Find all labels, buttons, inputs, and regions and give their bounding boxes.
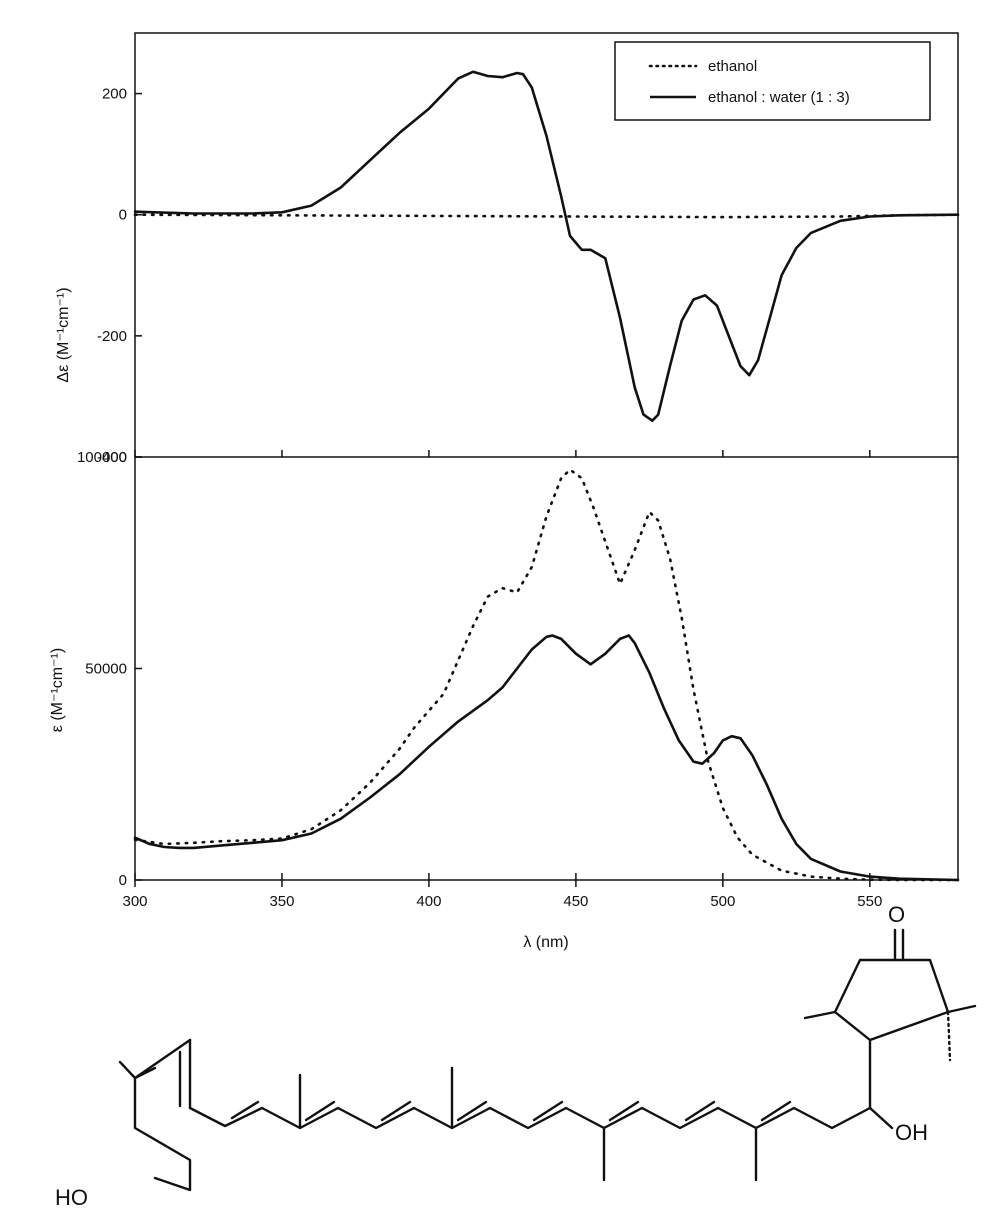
absorption-y-axis-label: ε (M⁻¹cm⁻¹) <box>49 648 66 732</box>
chemical-structure: O OH HO <box>55 902 977 1210</box>
x-tick-label: 450 <box>563 893 588 910</box>
cd-y-tick-label: -400 <box>97 449 127 466</box>
hydroxyl-label-right: OH <box>895 1120 928 1145</box>
absorption-series-ethanol-water-1-3 <box>133 634 960 882</box>
cd-panel: -400 -200 0 200 Δε (M⁻¹cm⁻¹) ethanol ethano… <box>55 41 960 466</box>
x-tick-label: 400 <box>416 893 441 910</box>
cd-series-ethanol-water-1-3 <box>133 70 960 422</box>
cd-series-group <box>133 70 960 422</box>
cd-y-tick-label: 200 <box>102 86 127 103</box>
x-tick-label: 500 <box>710 893 735 910</box>
ring-right-methyl-2 <box>946 1004 977 1014</box>
x-tick-label: 550 <box>857 893 882 910</box>
x-tick-label: 350 <box>269 893 294 910</box>
polyene-double-bond-3 <box>380 1100 412 1122</box>
ketone-oxygen-label: O <box>888 902 905 927</box>
absorption-series-group <box>133 468 960 882</box>
ring-left-gem-methyl-1 <box>118 1060 137 1080</box>
absorption-panel: 0 50000 100000 300 350 400 450 500 550 ε (M⁻¹cm… <box>49 449 960 951</box>
hydroxyl-label-left: HO <box>55 1185 88 1210</box>
x-tick-label: 300 <box>122 893 147 910</box>
polyene-double-bond-1 <box>230 1100 260 1120</box>
absorption-y-tick-label: 100000 <box>77 449 127 466</box>
absorption-y-tick-label: 50000 <box>85 661 127 678</box>
legend-label-ethanol: ethanol <box>708 58 757 75</box>
cd-y-tick-label: -200 <box>97 328 127 345</box>
polyene-double-bond-4 <box>456 1100 488 1122</box>
polyene-double-bond-8 <box>760 1100 792 1122</box>
absorption-y-ticks: 0 50000 100000 <box>77 449 871 889</box>
cd-series-ethanol <box>133 213 960 219</box>
cd-y-tick-label: 0 <box>119 207 127 224</box>
ring-right-hash-bond <box>946 1010 952 1062</box>
hydroxyl-bond-right <box>868 1106 894 1130</box>
polyene-double-bond-2 <box>304 1100 336 1122</box>
absorption-y-tick-label: 0 <box>119 872 127 889</box>
cd-y-axis-label: Δε (M⁻¹cm⁻¹) <box>55 287 72 382</box>
legend-box <box>614 41 931 121</box>
ring-left-bonds <box>133 1038 192 1192</box>
legend: ethanol ethanol : water (1 : 3) <box>614 41 931 121</box>
absorption-x-ticks: 300 350 400 450 500 550 <box>122 880 882 910</box>
cd-y-ticks: -400 -200 0 200 <box>97 86 871 466</box>
polyene-double-bond-7 <box>684 1100 716 1122</box>
ring-right-methyl-1 <box>803 1010 837 1020</box>
polyene-double-bond-5 <box>532 1100 564 1122</box>
absorption-series-ethanol <box>133 468 960 882</box>
ring-right-bonds <box>833 958 950 1110</box>
x-axis-label: λ (nm) <box>523 934 568 951</box>
polyene-double-bond-6 <box>608 1100 640 1122</box>
polyene-chain <box>188 1106 872 1130</box>
ring-left-gem-methyl-2 <box>133 1066 157 1080</box>
legend-label-ethanol-water: ethanol : water (1 : 3) <box>708 89 850 106</box>
